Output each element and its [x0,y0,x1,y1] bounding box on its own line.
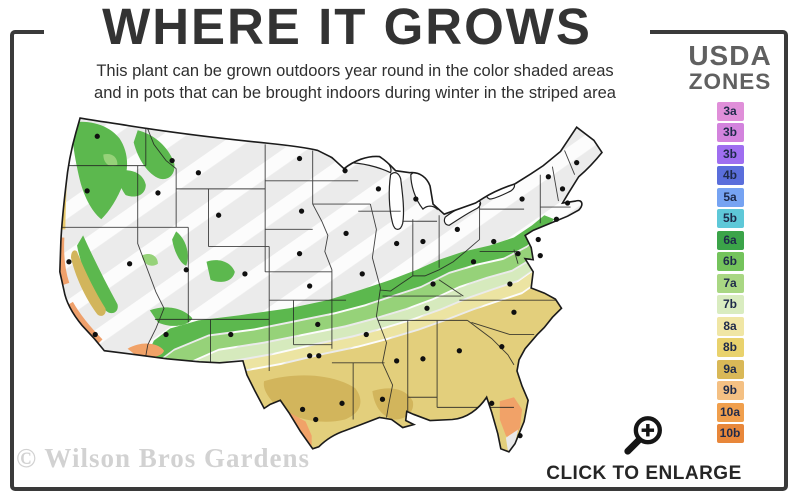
city-dot [499,344,505,350]
city-dot [559,186,566,192]
city-dot [316,353,322,359]
zone-green-band [145,215,555,361]
city-dot [242,271,248,277]
city-dot [511,309,517,315]
city-dot [155,190,161,196]
city-dot [313,416,319,423]
zone-south-florida-tip [505,429,519,451]
us-zone-map[interactable] [56,110,624,469]
city-dot [420,238,426,245]
city-dot [66,259,72,265]
zone-swatch-list: 3a 3b 3b 4b 5a 5b 6a 6b 7a 7b 8a 8b 9a 9b 10a 10b [676,101,784,444]
city-dots [66,133,580,439]
magnifier-plus-icon[interactable] [621,412,667,458]
city-dot [375,186,382,192]
zone-swatch-7a: 7a [716,273,744,293]
city-dot [296,250,303,257]
city-dot [84,188,90,194]
city-dot [470,259,477,265]
city-dot [515,250,521,257]
city-dot [94,133,100,139]
zone-socal-coast-strip [64,301,103,346]
city-dot [564,200,571,206]
city-dot [299,406,306,413]
city-dot [489,400,495,406]
city-dot [228,331,234,338]
city-dot [296,155,303,162]
city-dot [519,196,525,202]
city-dot [413,196,419,202]
watermark: © Wilson Bros Gardens [16,443,310,473]
city-dot [545,174,551,180]
zone-swatch-9a: 9a [716,359,744,379]
zone-swatch-5a: 5a [716,187,744,207]
zone-swatch-3a: 3a [716,101,744,121]
zone-green-northwest [72,121,235,326]
city-dot [307,353,313,359]
usda-zones-legend: USDA ZONES 3a 3b 3b 4b 5a 5b 6a 6b 7a 7b 8a 8b 9a 9b 1… [676,42,784,446]
city-dot [454,226,460,232]
city-dot [342,168,348,174]
city-dot [163,331,169,338]
city-dot [307,283,313,289]
city-dot [298,208,305,214]
city-dot [491,238,497,245]
city-dot [394,358,400,364]
state-borders [61,122,576,420]
zone-swatch-8a: 8a [716,316,744,336]
city-dot [379,396,386,402]
city-dot [183,267,189,273]
zone-swatch-3b: 3b [716,144,744,164]
click-to-enlarge-label[interactable]: CLICK TO ENLARGE [546,463,742,484]
city-dot [169,157,175,164]
city-dot [517,433,523,439]
map-fill-layers [59,118,602,452]
city-dot [537,253,543,259]
zone-lightgreen-patches [103,153,158,266]
zone-swatch-10b: 10b [716,424,744,444]
city-dot [343,230,349,237]
page-subtitle: This plant can be grown outdoors year ro… [40,60,670,105]
city-dot [456,348,462,354]
zone-swatch-9b: 9b [716,381,744,401]
zone-swatch-6b: 6b [716,252,744,272]
page-title: WHERE IT GROWS [44,0,650,54]
click-to-enlarge-button[interactable]: CLICK TO ENLARGE [540,412,748,485]
city-dot [430,281,436,287]
city-dot [195,170,202,176]
city-dot [420,356,426,362]
city-dot [424,305,430,311]
lake-michigan [388,172,405,230]
us-zone-map-svg[interactable] [56,110,624,464]
zone-swatch-5b: 5b [716,209,744,229]
city-dot [315,321,321,328]
city-dot [215,212,222,218]
zone-swatch-3b: 3b [716,123,744,143]
city-dot [359,271,365,277]
city-dot [535,236,541,243]
us-outline [59,117,603,453]
zone-light-green-band [157,221,561,371]
city-dot [339,400,345,406]
city-dot [574,159,580,166]
city-dot [394,240,400,247]
city-dot [553,216,560,222]
zone-gold-texas [70,250,414,422]
city-dot [92,331,98,338]
city-dot [363,331,369,338]
city-dot [507,281,513,287]
legend-title-zones: ZONES [688,69,772,94]
zone-swatch-10a: 10a [716,402,744,422]
subtitle-line-1: This plant can be grown outdoors year ro… [96,62,614,80]
subtitle-line-2: and in pots that can be brought indoors … [94,84,616,103]
zone-swatch-4b: 4b [716,166,744,186]
zone-swatch-8b: 8b [716,338,744,358]
zone-swatch-7b: 7b [716,295,744,315]
legend-title-usda: USDA [688,40,772,71]
zone-swatch-6a: 6a [716,230,744,250]
city-dot [126,261,133,267]
